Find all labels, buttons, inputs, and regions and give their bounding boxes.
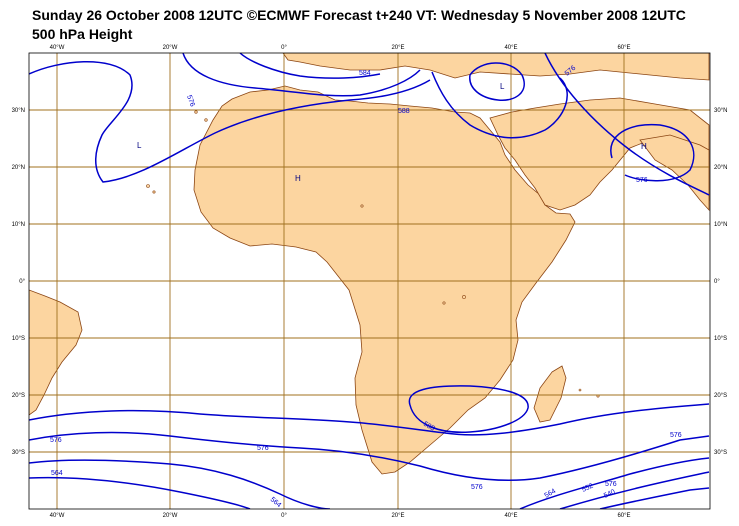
lon-label: 20°W [163, 45, 178, 51]
contour-label: 552 [581, 482, 595, 493]
lon-label: 20°E [391, 513, 404, 519]
south-america-landmass [29, 289, 83, 416]
contour-south-6 [559, 471, 710, 509]
contour-label: 564 [51, 470, 63, 477]
lon-label: 60°E [617, 513, 630, 519]
contour-labels: 576 584 588 576 576 588 576 576 576 576 … [50, 65, 682, 509]
lat-label: 20°S [12, 393, 25, 399]
contour-south-5 [519, 457, 710, 509]
contour-east [544, 53, 710, 196]
contour-label: 576 [636, 177, 648, 184]
lat-label: 30°N [714, 108, 727, 114]
lon-label: 0° [281, 513, 287, 519]
contour-label: 576 [185, 94, 196, 107]
contour-arabia-high [610, 123, 695, 182]
contour-south-africa-high [408, 385, 529, 434]
graticule [29, 53, 710, 509]
lon-label: 40°W [50, 513, 65, 519]
contour-label: 588 [398, 108, 410, 115]
contour-north-4 [431, 71, 568, 139]
arabia-landmass [489, 97, 710, 211]
lon-labels-bottom: 40°W 20°W 0° 20°E 40°E 60°E [50, 513, 631, 519]
contour-south-3 [29, 459, 331, 509]
contour-north-3 [239, 53, 381, 79]
lon-label: 20°W [163, 513, 178, 519]
lat-label: 30°S [12, 450, 25, 456]
lat-labels-right: 30°N 20°N 10°N 0° 10°S 20°S 30°S [714, 108, 727, 456]
contour-label: 576 [670, 432, 682, 439]
lon-label: 40°W [50, 45, 65, 51]
lon-label: 60°E [617, 45, 630, 51]
low-center-label: L [137, 141, 142, 150]
contour-south-2 [29, 431, 710, 482]
contour-label: 576 [471, 484, 483, 491]
contour-south-4 [29, 476, 251, 509]
lat-label: 10°S [12, 336, 25, 342]
height-contours [29, 53, 710, 509]
lat-label: 10°S [714, 336, 727, 342]
contour-label: 576 [50, 437, 62, 444]
map-subtitle: 500 hPa Height [32, 26, 133, 42]
lat-label: 10°N [714, 222, 727, 228]
lat-label: 0° [714, 279, 720, 285]
lat-label: 20°S [714, 393, 727, 399]
lat-label: 20°N [12, 165, 25, 171]
contour-label: 588 [422, 421, 436, 433]
india-landmass [639, 134, 710, 212]
contour-label: 576 [257, 445, 269, 452]
high-center-label: H [641, 142, 647, 151]
europe-landmass [282, 53, 710, 81]
contour-cut-off-low [469, 62, 525, 101]
lat-label: 30°N [12, 108, 25, 114]
low-center-label: L [500, 82, 505, 91]
lon-label: 40°E [504, 45, 517, 51]
lat-label: 20°N [714, 165, 727, 171]
lat-labels-left: 30°N 20°N 10°N 0° 10°S 20°S 30°S [12, 108, 26, 456]
small-islands [146, 110, 600, 398]
pressure-centers: L H L H [137, 82, 647, 183]
contour-north-1 [182, 53, 421, 97]
lon-labels-top: 40°W 20°W 0° 20°E 40°E 60°E [50, 45, 631, 51]
contour-label: 540 [603, 488, 617, 499]
lat-label: 30°S [714, 450, 727, 456]
map-title: Sunday 26 October 2008 12UTC ©ECMWF Fore… [32, 7, 686, 23]
contour-label: 564 [544, 488, 558, 500]
lat-label: 10°N [12, 222, 25, 228]
map-frame [28, 52, 711, 510]
africa-landmass [193, 85, 576, 475]
contour-label: 576 [605, 481, 617, 488]
lon-label: 20°E [391, 45, 404, 51]
lat-label: 0° [19, 279, 25, 285]
contour-south-1 [29, 403, 710, 436]
high-center-label: H [295, 174, 301, 183]
contour-north-2 [29, 60, 431, 183]
lon-label: 40°E [504, 513, 517, 519]
contour-label: 584 [359, 70, 371, 77]
lon-label: 0° [281, 45, 287, 51]
contour-south-7 [599, 487, 710, 509]
